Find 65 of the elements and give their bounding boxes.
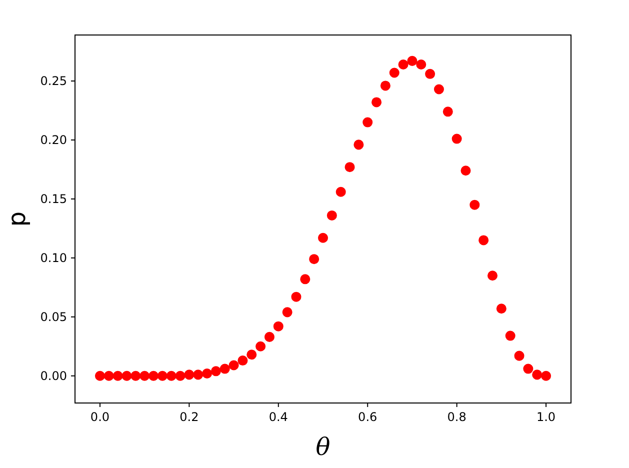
point — [130, 370, 141, 381]
point — [496, 304, 506, 314]
point — [398, 59, 408, 70]
point — [264, 332, 274, 342]
point — [326, 210, 337, 220]
x-axis-title: θ — [316, 433, 331, 461]
point — [175, 370, 186, 381]
point — [362, 117, 373, 128]
y-tick-label: 0.10 — [40, 251, 67, 266]
x-tick-label: 0.2 — [180, 410, 199, 424]
y-tick-label: 0.00 — [40, 369, 67, 384]
point — [166, 370, 176, 381]
point — [291, 292, 302, 302]
point — [532, 370, 542, 380]
point — [202, 368, 212, 379]
point — [228, 360, 239, 370]
point — [425, 68, 436, 79]
point — [452, 134, 462, 144]
x-tick-label: 0.0 — [90, 410, 110, 424]
point — [148, 370, 159, 381]
point — [256, 341, 266, 352]
point — [184, 370, 194, 380]
point — [157, 370, 168, 381]
point — [318, 232, 328, 243]
point — [487, 270, 498, 281]
point — [442, 106, 453, 117]
point — [407, 56, 418, 66]
point — [460, 166, 471, 176]
y-tick-label: 0.20 — [40, 133, 67, 148]
point — [505, 330, 516, 341]
point — [434, 84, 444, 94]
point — [300, 274, 310, 284]
point — [336, 186, 346, 197]
point — [104, 370, 114, 381]
point — [94, 370, 105, 381]
y-tick-label: 0.15 — [40, 192, 67, 206]
y-axis-title: p — [3, 211, 31, 227]
x-tick-label: 0.6 — [358, 410, 378, 424]
point — [478, 235, 489, 246]
point — [210, 366, 221, 376]
y-tick-label: 0.05 — [40, 310, 67, 324]
x-tick-label: 0.8 — [447, 410, 466, 424]
point — [354, 140, 364, 150]
point — [112, 370, 123, 381]
point — [380, 80, 390, 91]
point — [220, 364, 230, 374]
point — [389, 68, 400, 78]
point — [470, 200, 480, 210]
y-tick-label: 0.25 — [40, 74, 67, 88]
point — [372, 97, 382, 108]
point — [238, 356, 248, 366]
point — [523, 364, 534, 374]
point — [282, 307, 292, 318]
point — [514, 350, 524, 361]
point — [246, 350, 257, 360]
point — [193, 370, 204, 380]
point — [344, 162, 355, 172]
point — [416, 59, 426, 70]
x-tick-label: 1.0 — [536, 410, 556, 424]
point — [140, 370, 150, 381]
point — [309, 254, 320, 264]
point — [122, 370, 132, 381]
point — [273, 321, 284, 332]
x-tick-label: 0.4 — [268, 410, 288, 424]
point — [541, 370, 552, 381]
